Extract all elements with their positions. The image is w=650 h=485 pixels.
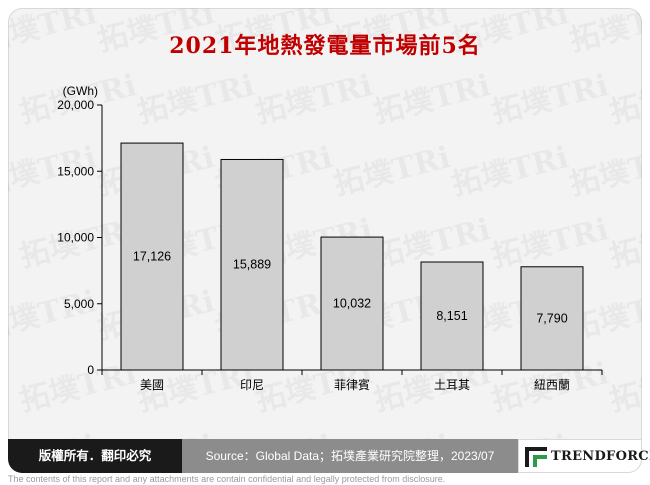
bar bbox=[320, 236, 384, 371]
source-note: Source：Global Data；拓墣產業研究院整理，2023/07 bbox=[182, 439, 518, 473]
bar-value-label: 10,032 bbox=[333, 297, 371, 311]
bar bbox=[120, 142, 184, 371]
y-tick-label: 15,000 bbox=[57, 164, 94, 178]
copyright-label: 版權所有．翻印必究 bbox=[8, 439, 182, 473]
brand-logo: TRENDFORCE bbox=[518, 439, 650, 473]
y-tick-label: 20,000 bbox=[57, 98, 94, 112]
y-tick-label: 0 bbox=[87, 363, 94, 377]
trendforce-logo-icon bbox=[525, 447, 547, 467]
x-tick-label: 美國 bbox=[140, 378, 164, 392]
bar bbox=[420, 261, 484, 371]
y-tick-label: 5,000 bbox=[64, 297, 94, 311]
x-tick-label: 菲律賓 bbox=[334, 377, 370, 392]
bar-value-label: 15,889 bbox=[233, 258, 271, 272]
y-axis-unit: (GWh) bbox=[63, 84, 98, 98]
bar-value-label: 17,126 bbox=[133, 250, 171, 264]
bar-chart: (GWh) 0 5,000 10,000 15,000 20,000 17,126 美國 15,… bbox=[57, 84, 603, 392]
chart-title: 2021年地熱發電量市場前5名 bbox=[169, 33, 481, 59]
report-card: 拓墣TRi拓墣TRi拓墣TRi拓墣TRi拓墣TRi拓墣TRi拓墣TRi拓墣TRi… bbox=[8, 8, 642, 460]
brand-name: TRENDFORCE bbox=[551, 449, 650, 464]
x-tick-label: 紐西蘭 bbox=[534, 378, 570, 392]
disclaimer-text: The contents of this report and any atta… bbox=[8, 474, 446, 484]
bar-value-label: 7,790 bbox=[536, 311, 567, 325]
bar bbox=[520, 266, 584, 371]
x-tick-label: 土耳其 bbox=[434, 378, 470, 392]
x-tick-label: 印尼 bbox=[240, 378, 264, 392]
bar-value-label: 8,151 bbox=[436, 309, 467, 323]
bar bbox=[220, 158, 284, 371]
y-tick-label: 10,000 bbox=[57, 231, 94, 245]
footer-bar: 版權所有．翻印必究 Source：Global Data；拓墣產業研究院整理，2… bbox=[8, 439, 650, 473]
